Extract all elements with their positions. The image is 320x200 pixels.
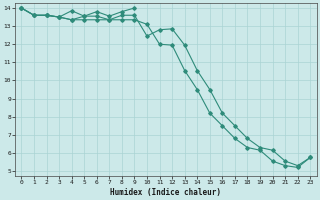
X-axis label: Humidex (Indice chaleur): Humidex (Indice chaleur) — [110, 188, 221, 197]
